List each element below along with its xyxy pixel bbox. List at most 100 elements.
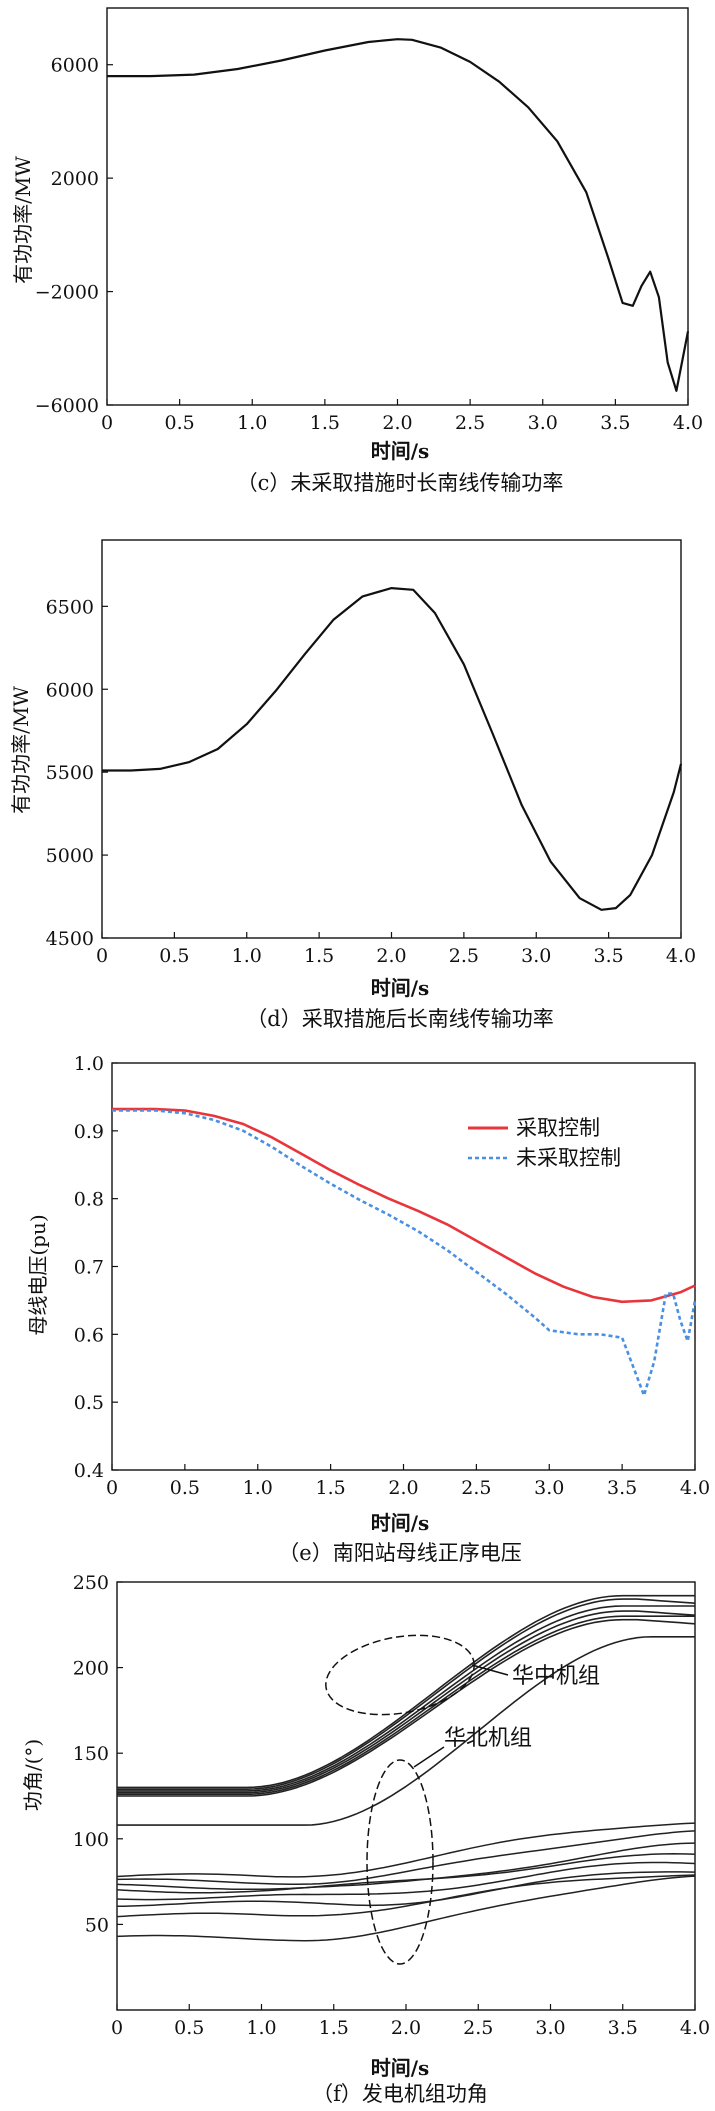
y-tick-label: 1.0 <box>74 1053 104 1075</box>
north-unit-curve <box>116 1853 696 1894</box>
x-tick-label: 0.5 <box>170 1477 200 1499</box>
y-tick-label: 100 <box>73 1829 109 1851</box>
plot-area-c: 0 0.5 1.0 1.5 2.0 2.5 3.0 3.5 4.0 6000 2000 −2000 −6… <box>35 7 703 434</box>
y-axis-label-e: 母线电压(pu) <box>26 1214 50 1335</box>
legend-label-uncontrolled: 未采取控制 <box>516 1146 621 1170</box>
x-tick-label: 0 <box>96 945 108 967</box>
x-tick-label: 1.0 <box>246 2017 276 2039</box>
north-unit-curve <box>116 1842 696 1891</box>
x-tick-label: 2.0 <box>376 945 406 967</box>
x-tick-label: 3.5 <box>608 2017 638 2039</box>
x-tick-label: 2.5 <box>449 945 479 967</box>
x-tick-label: 3.0 <box>528 412 558 434</box>
y-tick-label: 50 <box>85 1914 109 1936</box>
legend-label-controlled: 采取控制 <box>516 1116 600 1140</box>
x-tick-label: 2.0 <box>388 1477 418 1499</box>
x-tick-label: 3.0 <box>534 1477 564 1499</box>
north-unit-curve <box>116 1875 696 1942</box>
y-tick-label: 0.7 <box>74 1257 104 1279</box>
x-tick-label: 4.0 <box>666 945 696 967</box>
caption-f: （f）发电机组功角 <box>312 2082 488 2106</box>
x-tick-label: 2.0 <box>382 412 412 434</box>
x-axis-label-e: 时间/s <box>371 1511 430 1535</box>
series-line-e-1 <box>112 1109 697 1397</box>
plot-area-d: 0 0.5 1.0 1.5 2.0 2.5 3.0 3.5 4.0 6500 6000 5500 500… <box>46 539 696 967</box>
x-tick-label: 4.0 <box>680 2017 710 2039</box>
x-tick-label: 4.0 <box>673 412 703 434</box>
y-tick-label: 0.4 <box>74 1460 104 1482</box>
x-tick-label: 0 <box>101 412 113 434</box>
x-tick-label: 1.0 <box>243 1477 273 1499</box>
y-tick-label: 5000 <box>46 845 94 867</box>
caption-e: （e）南阳站母线正序电压 <box>278 1541 521 1565</box>
plot-frame <box>106 7 689 406</box>
central-group-leader <box>471 1664 509 1676</box>
y-tick-label: 6000 <box>46 679 94 701</box>
central-unit-curve-lagging <box>117 1636 695 1826</box>
y-tick-label: 150 <box>73 1743 109 1765</box>
north-group-ellipse <box>366 1759 434 1965</box>
x-tick-label: 0.5 <box>165 412 195 434</box>
north-unit-curve <box>116 1830 696 1885</box>
plot-area-e: 0 0.5 1.0 1.5 2.0 2.5 3.0 3.5 4.0 1.0 0.9 0.8 0.7 0.6… <box>74 1053 710 1499</box>
series-line-e-0 <box>112 1107 696 1304</box>
series-line-c-0 <box>107 38 690 392</box>
x-tick-label: 2.5 <box>463 2017 493 2039</box>
x-tick-label: 2.5 <box>461 1477 491 1499</box>
north-unit-curve <box>116 1874 696 1918</box>
x-axis-label-c: 时间/s <box>371 439 430 463</box>
y-tick-label: 0.6 <box>74 1324 104 1346</box>
x-tick-label: 0.5 <box>159 945 189 967</box>
x-tick-label: 3.5 <box>600 412 630 434</box>
north-group-leader <box>413 1746 445 1768</box>
y-axis-label-d: 有功功率/MW <box>9 686 33 814</box>
y-tick-label: 6000 <box>51 55 99 77</box>
north-unit-curve <box>116 1871 696 1908</box>
y-tick-label: 6500 <box>46 596 94 618</box>
y-tick-label: 0.9 <box>74 1121 104 1143</box>
x-tick-label: 4.0 <box>680 1477 710 1499</box>
caption-c: （c）未采取措施时长南线传输功率 <box>237 471 564 495</box>
x-tick-label: 3.0 <box>521 945 551 967</box>
x-tick-label: 0.5 <box>174 2017 204 2039</box>
central-unit-curve <box>117 1594 695 1789</box>
annotation-central-group: 华中机组 <box>512 1664 600 1689</box>
north-unit-curve <box>116 1822 696 1878</box>
x-tick-label: 3.5 <box>594 945 624 967</box>
panel-c: 0 0.5 1.0 1.5 2.0 2.5 3.0 3.5 4.0 6000 2000 −2000 −6… <box>11 7 703 495</box>
y-tick-label: 0.8 <box>74 1189 104 1211</box>
x-tick-label: 2.0 <box>391 2017 421 2039</box>
central-unit-curve <box>117 1598 696 1790</box>
x-axis-label-d: 时间/s <box>371 976 430 1000</box>
y-tick-label: 5500 <box>46 762 94 784</box>
x-tick-label: 3.0 <box>535 2017 565 2039</box>
series-line-d-0 <box>102 586 683 911</box>
y-axis-label-f: 功角/(°) <box>21 1739 45 1811</box>
x-tick-label: 1.5 <box>310 412 340 434</box>
plot-area-f: 0 0.5 1.0 1.5 2.0 2.5 3.0 3.5 4.0 250 200 150 100 50 <box>73 1572 710 2039</box>
x-tick-label: 0 <box>106 1477 118 1499</box>
y-tick-label: 0.5 <box>74 1392 104 1414</box>
caption-d: （d）采取措施后长南线传输功率 <box>246 1007 553 1031</box>
x-tick-label: 1.5 <box>319 2017 349 2039</box>
y-tick-label: 250 <box>73 1572 109 1594</box>
x-axis-label-f: 时间/s <box>371 2056 430 2080</box>
y-tick-label: −2000 <box>35 282 99 304</box>
central-group-ellipse <box>325 1634 475 1716</box>
north-unit-curve <box>116 1861 696 1901</box>
x-tick-label: 3.5 <box>607 1477 637 1499</box>
y-tick-label: 200 <box>73 1658 109 1680</box>
central-unit-curve <box>117 1618 696 1797</box>
x-tick-label: 2.5 <box>455 412 485 434</box>
x-tick-label: 1.0 <box>237 412 267 434</box>
central-unit-curve <box>117 1610 696 1794</box>
annotation-north-group: 华北机组 <box>444 1726 532 1751</box>
central-unit-curve <box>117 1615 695 1796</box>
x-tick-label: 0 <box>111 2017 123 2039</box>
x-tick-label: 1.0 <box>232 945 262 967</box>
plot-frame <box>111 1062 696 1471</box>
x-tick-label: 1.5 <box>316 1477 346 1499</box>
x-tick-label: 1.5 <box>304 945 334 967</box>
central-unit-curve <box>117 1605 695 1792</box>
